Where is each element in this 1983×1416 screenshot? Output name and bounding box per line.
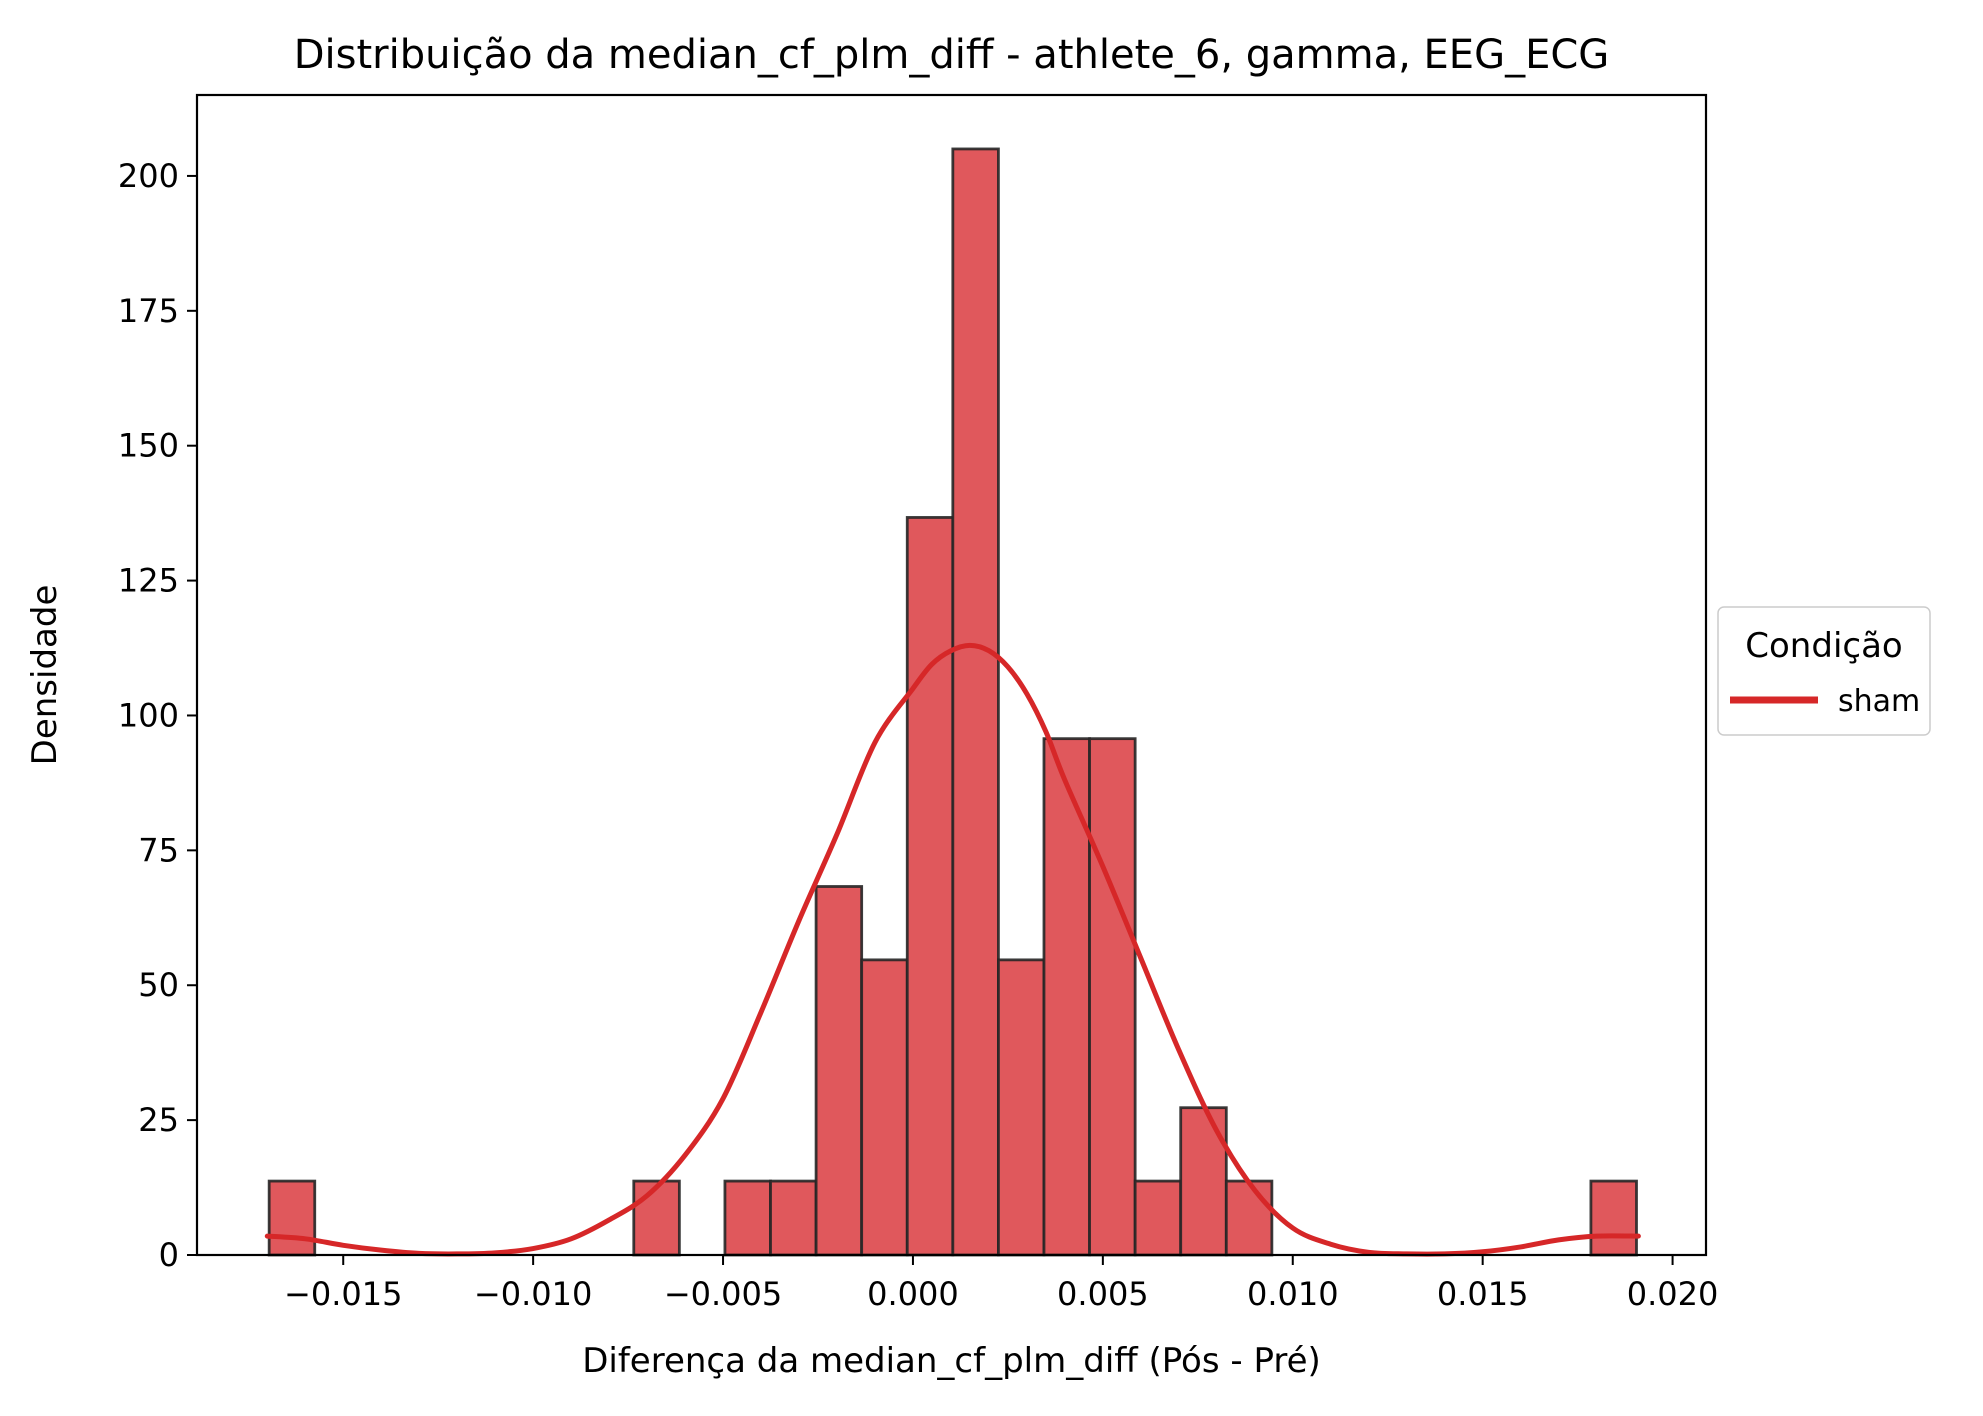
histogram-bar: [1179, 1106, 1228, 1257]
histogram-bar: [951, 147, 1000, 1257]
x-tick-label: −0.005: [664, 1275, 782, 1313]
legend: Condição sham: [1717, 606, 1931, 736]
histogram-bar: [1589, 1179, 1638, 1257]
y-tick-label: 25: [138, 1101, 179, 1139]
y-tick-label: 125: [118, 562, 179, 600]
y-tick-label: 0: [159, 1236, 179, 1274]
x-tick-label: 0.015: [1437, 1275, 1529, 1313]
x-tick-label: −0.010: [474, 1275, 592, 1313]
chart-title: Distribuição da median_cf_plm_diff - ath…: [294, 32, 1610, 78]
x-tick-label: 0.010: [1247, 1275, 1339, 1313]
x-tick-label: 0.005: [1057, 1275, 1149, 1313]
kde-curve-group: [264, 642, 1641, 1257]
histogram-bar: [769, 1179, 818, 1257]
legend-title: Condição: [1745, 626, 1902, 666]
y-axis-ticks: 0 25 50 75 100 125 150 175 200: [118, 157, 197, 1274]
histogram-bar: [905, 516, 955, 1257]
y-tick-label: 150: [118, 427, 179, 465]
histogram-bar: [997, 958, 1046, 1257]
x-axis-label: Diferença da median_cf_plm_diff (Pós - P…: [582, 1341, 1321, 1381]
histogram-bars: [267, 147, 1638, 1257]
kde-line-sham: [264, 642, 1641, 1257]
legend-entry-sham: sham: [1838, 684, 1920, 719]
y-tick-label: 175: [118, 292, 179, 330]
y-tick-label: 100: [118, 696, 179, 734]
x-tick-label: −0.015: [284, 1275, 402, 1313]
plot-frame: [195, 93, 1708, 1257]
x-tick-label: 0.020: [1627, 1275, 1719, 1313]
histogram-bar: [1224, 1179, 1274, 1257]
histogram-bar: [1133, 1179, 1183, 1257]
histogram-bar: [632, 1179, 681, 1257]
histogram-bar: [814, 885, 864, 1257]
histogram-bar: [267, 1179, 317, 1257]
histogram-bar: [1088, 737, 1137, 1257]
y-axis-label: Densidade: [25, 585, 65, 766]
y-tick-label: 200: [118, 157, 179, 195]
y-tick-label: 50: [138, 966, 179, 1004]
histogram-bar: [723, 1179, 772, 1257]
y-tick-label: 75: [138, 831, 179, 869]
x-tick-label: 0.000: [867, 1275, 959, 1313]
histogram-bar: [860, 958, 909, 1257]
x-axis-ticks: −0.015 −0.010 −0.005 0.000 0.005 0.010 0.015 0.…: [284, 1255, 1718, 1313]
